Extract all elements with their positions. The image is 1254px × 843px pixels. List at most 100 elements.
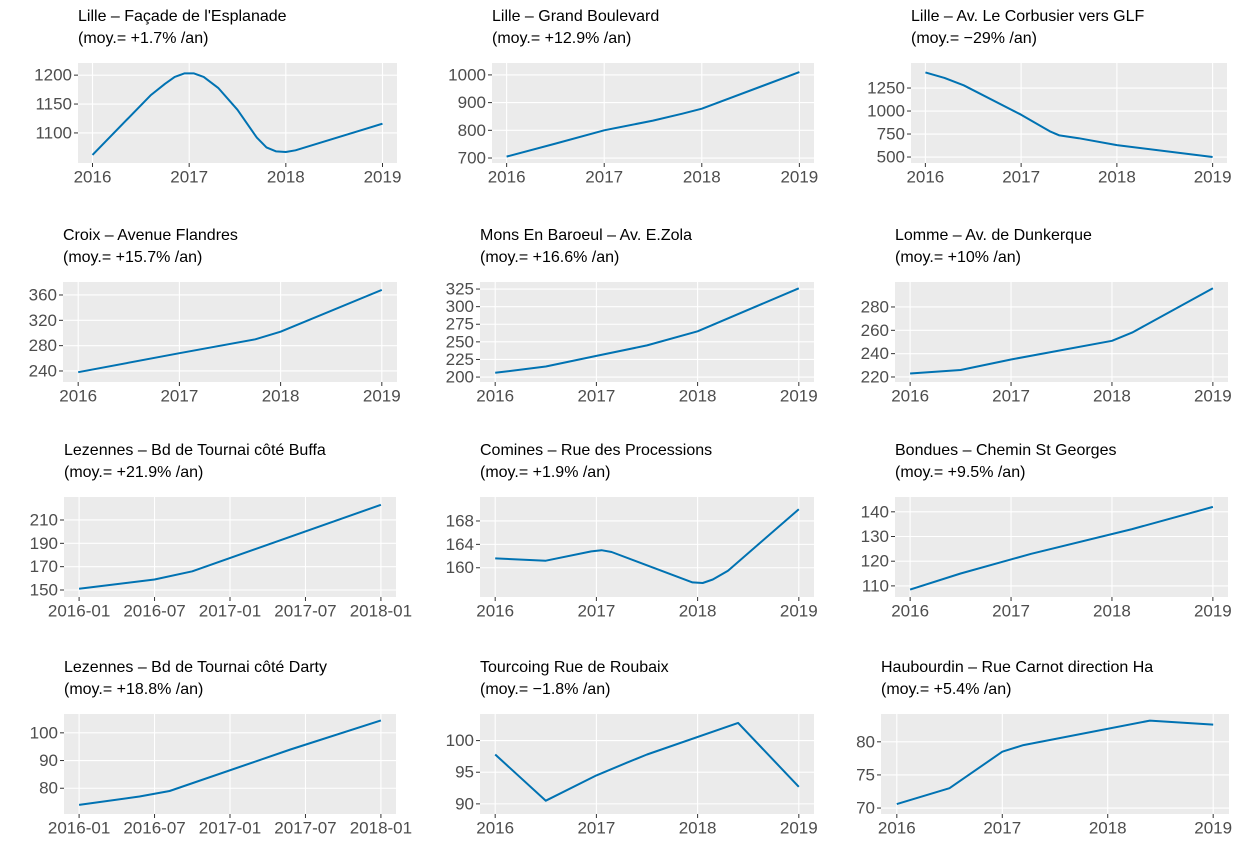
y-tick-label: 320 — [29, 311, 57, 330]
plot-background — [881, 714, 1229, 814]
x-tick-label: 2017-07 — [274, 818, 336, 837]
panel-subtitle: (moy.= +5.4% /an) — [881, 681, 1011, 698]
y-tick-label: 80 — [856, 732, 875, 751]
y-tick-label: 1000 — [448, 65, 486, 84]
panel: Lille – Av. Le Corbusier vers GLF (moy.= … — [867, 8, 1231, 186]
x-tick-label: 2019 — [780, 386, 818, 405]
panel-subtitle: (moy.= +18.8% /an) — [64, 681, 203, 698]
plot-background — [480, 497, 814, 597]
panel-subtitle: (moy.= +10% /an) — [895, 249, 1021, 266]
x-tick-label: 2017 — [992, 386, 1030, 405]
x-tick-label: 2016-07 — [123, 818, 185, 837]
y-tick-label: 250 — [446, 332, 474, 351]
panel-title: Lomme – Av. de Dunkerque — [895, 227, 1092, 244]
y-tick-label: 280 — [29, 336, 57, 355]
x-tick-label: 2018 — [1098, 167, 1136, 186]
x-tick-label: 2018 — [1093, 601, 1131, 620]
y-tick-label: 900 — [458, 93, 486, 112]
x-tick-label: 2019 — [1194, 167, 1232, 186]
plot-background — [911, 63, 1227, 163]
y-tick-label: 130 — [861, 527, 889, 546]
panel: Lille – Façade de l'Esplanade (moy.= +1.7… — [34, 8, 401, 186]
y-tick-label: 164 — [446, 535, 474, 554]
y-tick-label: 1100 — [35, 123, 72, 142]
y-tick-label: 170 — [30, 557, 58, 576]
panel-subtitle: (moy.= +1.7% /an) — [78, 30, 208, 47]
y-tick-label: 325 — [446, 280, 474, 299]
y-tick-label: 140 — [861, 502, 889, 521]
plot-background — [895, 282, 1228, 382]
x-tick-label: 2018 — [679, 601, 717, 620]
data-line — [896, 719, 1214, 806]
x-tick-label: 2016 — [476, 601, 514, 620]
x-tick-label: 2016 — [906, 167, 944, 186]
plot-background — [480, 714, 814, 814]
panel: Lomme – Av. de Dunkerque (moy.= +10% /an)… — [861, 227, 1232, 405]
x-tick-label: 2019 — [780, 818, 818, 837]
y-tick-label: 210 — [30, 510, 58, 529]
y-tick-label: 100 — [30, 723, 58, 742]
panel-subtitle: (moy.= +1.9% /an) — [480, 464, 610, 481]
panel: Mons En Baroeul – Av. E.Zola (moy.= +16.6… — [446, 227, 818, 405]
panel-subtitle: (moy.= +12.9% /an) — [492, 30, 631, 47]
y-tick-label: 95 — [455, 763, 474, 782]
panel: Tourcoing Rue de Roubaix (moy.= −1.8% /an… — [446, 659, 818, 837]
y-tick-label: 275 — [446, 315, 474, 334]
panel: Lezennes – Bd de Tournai côté Buffa (moy.… — [30, 442, 412, 620]
y-tick-label: 80 — [39, 779, 58, 798]
data-line — [494, 721, 800, 802]
x-tick-label: 2016 — [476, 386, 514, 405]
panel-title: Lille – Grand Boulevard — [492, 8, 659, 25]
y-tick-label: 200 — [446, 368, 474, 387]
x-tick-label: 2019 — [363, 386, 401, 405]
y-tick-label: 100 — [446, 731, 474, 750]
data-line — [506, 71, 800, 158]
y-tick-label: 280 — [861, 297, 889, 316]
x-tick-label: 2016-01 — [48, 818, 110, 837]
y-tick-label: 240 — [29, 361, 57, 380]
x-tick-label: 2017 — [585, 167, 623, 186]
panel: Comines – Rue des Processions (moy.= +1.9… — [446, 442, 818, 620]
x-tick-label: 2018 — [262, 386, 300, 405]
y-tick-label: 75 — [856, 765, 875, 784]
x-tick-label: 2019 — [1194, 818, 1232, 837]
panel-title: Tourcoing Rue de Roubaix — [480, 659, 669, 676]
y-tick-label: 750 — [877, 125, 905, 144]
y-tick-label: 90 — [39, 751, 58, 770]
plot-background — [78, 63, 397, 163]
x-tick-label: 2016 — [878, 818, 916, 837]
x-tick-label: 2016 — [891, 386, 929, 405]
x-tick-label: 2018-01 — [350, 601, 412, 620]
y-tick-label: 260 — [861, 321, 889, 340]
x-tick-label: 2017 — [160, 386, 198, 405]
x-tick-label: 2017-01 — [199, 818, 261, 837]
x-tick-label: 2016 — [74, 167, 112, 186]
y-tick-label: 110 — [862, 576, 889, 595]
data-line — [495, 287, 800, 374]
data-line — [78, 503, 382, 590]
plot-background — [480, 282, 814, 382]
y-tick-label: 1000 — [867, 102, 905, 121]
y-tick-label: 240 — [861, 344, 889, 363]
data-line — [78, 288, 383, 374]
y-tick-label: 90 — [455, 794, 474, 813]
data-line — [91, 72, 383, 156]
panel-title: Comines – Rue des Processions — [480, 442, 712, 459]
panel-subtitle: (moy.= −1.8% /an) — [480, 681, 610, 698]
y-tick-label: 120 — [861, 552, 889, 571]
x-tick-label: 2016-01 — [48, 601, 110, 620]
data-line — [78, 719, 382, 806]
x-tick-label: 2017 — [577, 601, 615, 620]
x-tick-label: 2017-01 — [199, 601, 261, 620]
x-tick-label: 2018 — [679, 386, 717, 405]
panel-title: Mons En Baroeul – Av. E.Zola — [480, 227, 692, 244]
x-tick-label: 2018 — [683, 167, 721, 186]
plot-background — [63, 282, 397, 382]
y-tick-label: 225 — [446, 350, 474, 369]
x-tick-label: 2019 — [780, 601, 818, 620]
x-tick-label: 2019 — [1194, 601, 1232, 620]
x-tick-label: 2018-01 — [350, 818, 412, 837]
panel-subtitle: (moy.= +15.7% /an) — [63, 249, 202, 266]
data-line — [909, 505, 1214, 591]
